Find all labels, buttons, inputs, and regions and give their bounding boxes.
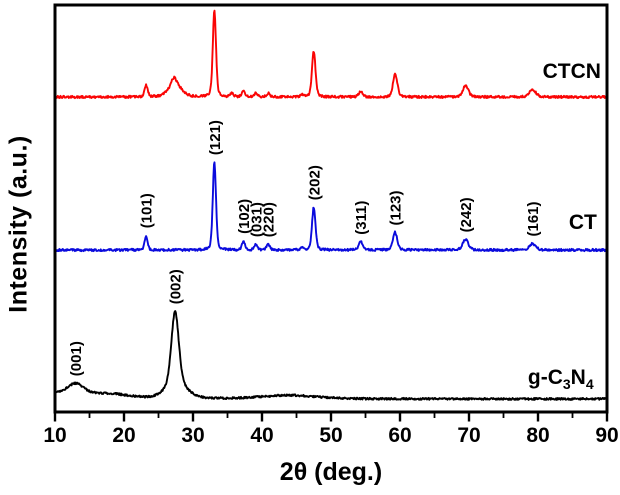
hkl-label-(121): (121) [207,120,224,155]
hkl-label-(161): (161) [525,201,542,236]
plot-frame [53,3,609,414]
trace-g-C3N4 [56,310,606,401]
series-label-CTCN: CTCN [543,60,601,83]
hkl-label-(001): (001) [68,341,85,376]
hkl-label-(242): (242) [458,197,475,232]
hkl-label-(123): (123) [388,190,405,225]
hkl-label-(311): (311) [353,201,370,235]
x-tick-label-30: 30 [181,424,204,447]
trace-CT [56,161,606,253]
x-tick-label-10: 10 [43,424,66,447]
hkl-label-(002): (002) [168,269,185,304]
hkl-label-(031): (031) [248,202,265,237]
x-tick-label-40: 40 [250,424,273,447]
x-tick-label-20: 20 [112,424,135,447]
hkl-label-(220): (220) [261,202,278,237]
series-label-g-C3N4: g-C3N4 [528,366,594,392]
hkl-label-(202): (202) [306,165,323,200]
y-axis-title: Intensity (a.u.) [4,135,33,313]
x-axis-title: 2θ (deg.) [279,458,383,486]
x-tick-label-60: 60 [388,424,411,447]
x-tick-label-90: 90 [595,424,618,447]
hkl-label-(101): (101) [139,193,156,228]
x-tick-label-50: 50 [319,424,342,447]
hkl-label-(102): (102) [236,199,253,234]
x-tick-label-70: 70 [457,424,480,447]
x-tick-label-80: 80 [526,424,549,447]
trace-CTCN [56,9,606,100]
series-label-CT: CT [569,211,597,234]
